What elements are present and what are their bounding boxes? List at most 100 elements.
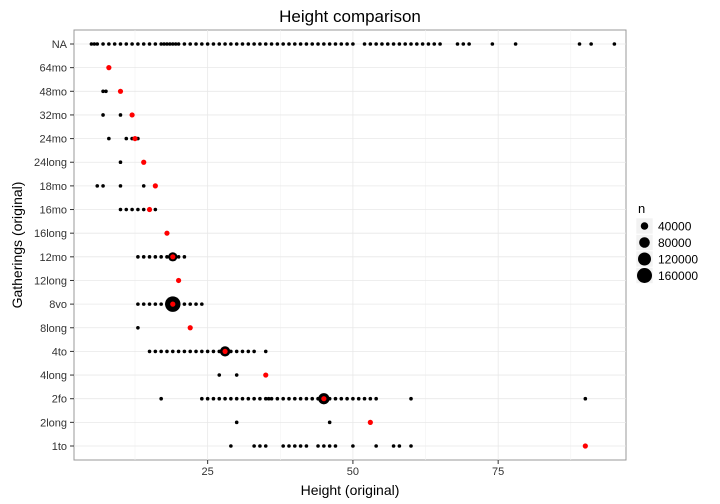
data-point <box>153 255 158 259</box>
y-axis: 1to 2long 2fo 4long 4to 8long 8vo 12long 12mo 16l… <box>34 39 74 453</box>
data-point <box>583 396 588 401</box>
data-point <box>159 349 163 354</box>
data-point <box>304 42 309 46</box>
data-point <box>194 302 198 306</box>
x-tick-label: 25 <box>202 466 214 478</box>
data-point <box>118 113 123 117</box>
data-point <box>136 255 140 259</box>
data-point <box>153 302 158 306</box>
data-point <box>327 444 332 448</box>
data-point <box>374 42 378 46</box>
data-point <box>246 396 251 401</box>
legend-label: 160000 <box>658 269 698 283</box>
data-point <box>252 349 256 354</box>
data-point <box>391 42 396 46</box>
data-point <box>234 349 239 354</box>
data-point <box>101 184 105 188</box>
highlight-point <box>187 325 193 331</box>
data-point <box>200 302 204 306</box>
highlight-point <box>146 206 153 213</box>
y-tick-label: 12long <box>34 275 67 287</box>
y-tick-label: 1to <box>52 441 67 453</box>
data-point <box>205 396 210 401</box>
data-point <box>409 444 413 448</box>
data-point <box>223 42 227 46</box>
highlight-point <box>170 301 176 307</box>
data-point <box>362 396 367 401</box>
data-point <box>118 207 123 212</box>
data-point <box>194 349 198 354</box>
data-point <box>124 207 129 212</box>
data-point <box>263 396 268 401</box>
data-point <box>211 349 216 354</box>
data-point <box>130 207 134 212</box>
data-point <box>234 373 239 377</box>
data-point <box>153 349 158 354</box>
data-point <box>269 396 274 401</box>
data-point <box>130 42 134 46</box>
data-point <box>432 42 437 46</box>
data-point <box>420 42 425 46</box>
legend: n 40000 80000 120000 160000 <box>635 201 698 284</box>
data-point <box>339 42 344 46</box>
y-tick-label: 32mo <box>39 110 67 122</box>
data-point <box>345 396 349 401</box>
data-point <box>252 444 256 448</box>
data-point <box>176 42 181 46</box>
data-point <box>165 42 169 46</box>
data-point <box>310 42 315 46</box>
data-point <box>101 113 105 117</box>
data-point <box>467 42 471 46</box>
data-point <box>141 207 146 212</box>
data-point <box>217 373 222 377</box>
data-point <box>107 136 111 141</box>
data-point <box>281 396 285 401</box>
data-point <box>176 255 181 259</box>
data-point <box>153 42 158 46</box>
data-point <box>426 42 431 46</box>
data-point <box>351 444 355 448</box>
highlight-point <box>141 159 147 165</box>
y-tick-label: 16mo <box>39 205 67 217</box>
data-point <box>229 396 233 401</box>
data-point <box>333 396 338 401</box>
data-point <box>397 444 402 448</box>
data-point <box>403 42 408 46</box>
data-point <box>298 444 303 448</box>
data-point <box>281 444 285 448</box>
data-point <box>287 444 291 448</box>
data-point <box>101 42 105 46</box>
x-tick-label: 50 <box>347 466 359 478</box>
y-tick-label: 48mo <box>39 86 67 98</box>
data-point <box>141 302 146 306</box>
data-point <box>89 42 94 46</box>
data-point <box>316 444 320 448</box>
data-point <box>170 349 175 354</box>
y-tick-label: 8long <box>40 323 67 335</box>
y-tick-label: 2fo <box>52 394 67 406</box>
data-point <box>293 396 297 401</box>
data-point <box>147 42 152 46</box>
y-axis-title: Gatherings (original) <box>9 182 25 309</box>
legend-label: 40000 <box>658 220 692 234</box>
data-points <box>89 42 617 449</box>
y-tick-label: 2long <box>40 417 67 429</box>
data-point <box>168 42 172 46</box>
data-point <box>327 420 332 425</box>
y-tick-label: 24mo <box>39 134 67 146</box>
legend-key-circle <box>638 252 651 266</box>
data-point <box>194 42 198 46</box>
data-point <box>234 42 239 46</box>
data-point <box>240 349 245 354</box>
data-point <box>409 396 413 401</box>
legend-key-circle <box>637 268 652 283</box>
data-point <box>385 42 390 46</box>
y-tick-label: 16long <box>34 228 67 240</box>
data-point <box>217 42 222 46</box>
data-point <box>141 42 146 46</box>
data-point <box>101 89 105 94</box>
highlight-point <box>129 112 135 118</box>
data-point <box>112 42 117 46</box>
